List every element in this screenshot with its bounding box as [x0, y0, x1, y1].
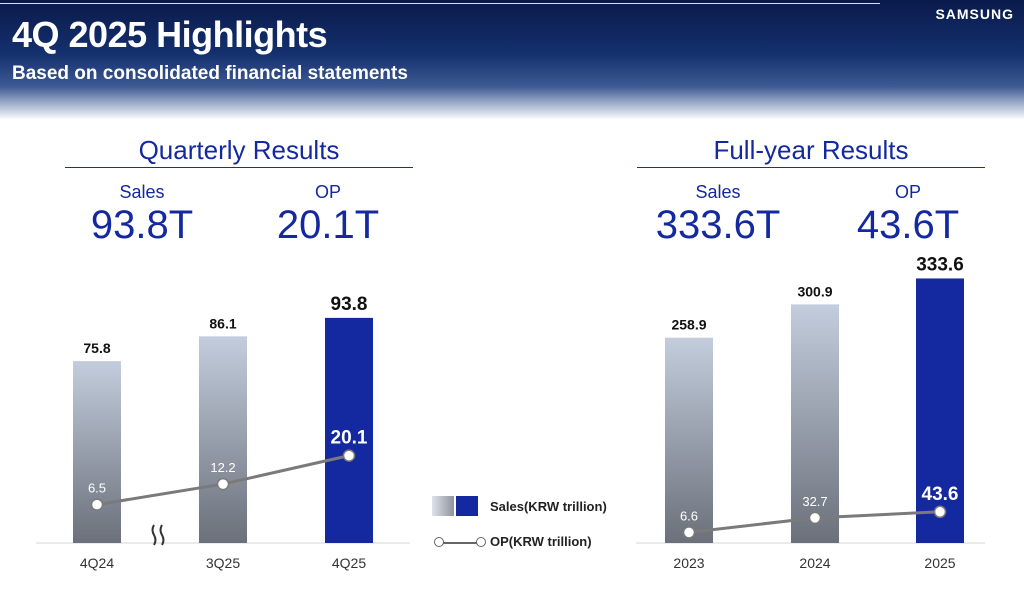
legend-op-line [440, 542, 484, 544]
header-banner: 4Q 2025 Highlights Based on consolidated… [0, 0, 1024, 120]
quarterly-sales-value-4Q24: 75.8 [83, 340, 110, 356]
fullyear-op-point-2023 [682, 526, 696, 539]
fullyear-category-2023: 2023 [673, 555, 704, 571]
fullyear-sales-value-2024: 300.9 [797, 283, 832, 299]
legend-sales-swatch-blue [456, 496, 478, 516]
quarterly-sales-value-4Q25: 93.8 [331, 294, 368, 315]
quarterly-op-value-4Q25: 20.1 [331, 428, 368, 449]
quarterly-title: Quarterly Results [138, 135, 340, 165]
quarterly-sales-bar-3Q25 [199, 336, 247, 543]
fullyear-sales-value-2023: 258.9 [671, 317, 706, 333]
quarterly-sales-label: Sales [119, 182, 165, 202]
page-title: 4Q 2025 Highlights [12, 14, 328, 55]
fullyear-sales-value: 333.6T [655, 203, 781, 247]
quarterly-op-value: 20.1T [276, 203, 380, 247]
header-divider [0, 3, 880, 4]
fullyear-op-label: OP [894, 182, 921, 202]
quarterly-op-point-3Q25 [216, 477, 230, 491]
quarterly-category-4Q25: 4Q25 [332, 555, 366, 571]
fullyear-sales-bar-2024 [791, 304, 839, 543]
quarterly-axis-break-mark-a [151, 524, 157, 546]
fullyear-op-value-2024: 32.7 [802, 494, 827, 509]
quarterly-op-label: OP [314, 182, 341, 202]
quarterly-axis-break-mark-b [159, 524, 165, 546]
legend-op-dot-left [434, 537, 444, 547]
fullyear-sales-bar-2023 [665, 337, 713, 543]
fullyear-category-2024: 2024 [799, 555, 830, 571]
fullyear-sales-value-2025: 333.6 [916, 254, 964, 275]
quarterly-category-3Q25: 3Q25 [206, 555, 240, 571]
fullyear-category-2025: 2025 [924, 555, 955, 571]
fullyear-rule [637, 167, 985, 168]
legend-op-label: OP(KRW trillion) [490, 534, 592, 549]
chart-legend: Sales(KRW trillion) OP(KRW trillion) [432, 496, 642, 566]
page-subtitle: Based on consolidated financial statemen… [12, 63, 408, 84]
fullyear-sales-label: Sales [695, 182, 741, 202]
fullyear-op-point-2025 [933, 505, 947, 519]
fullyear-sales-bar-2025 [916, 278, 964, 543]
fullyear-op-point-2024 [808, 511, 822, 525]
fullyear-op-value-2023: 6.6 [680, 508, 698, 523]
quarterly-op-point-4Q25 [342, 449, 356, 462]
quarterly-rule [65, 167, 413, 168]
quarterly-op-point-4Q24 [90, 498, 104, 511]
quarterly-sales-value: 93.8T [90, 203, 194, 247]
legend-sales-label: Sales(KRW trillion) [490, 499, 607, 514]
fullyear-op-value: 43.6T [856, 203, 960, 247]
quarterly-sales-bar-4Q24 [73, 361, 121, 543]
quarterly-sales-bar-4Q25 [325, 317, 373, 543]
legend-op-dot-right [476, 537, 486, 547]
quarterly-sales-value-3Q25: 86.1 [209, 315, 236, 331]
fullyear-title: Full-year Results [713, 135, 909, 165]
fullyear-op-value-2025: 43.6 [922, 484, 959, 505]
quarterly-category-4Q24: 4Q24 [80, 555, 114, 571]
quarterly-op-value-3Q25: 12.2 [210, 460, 235, 475]
brand-logo: SAMSUNG [935, 6, 1014, 22]
legend-sales-swatch-grey [432, 496, 454, 516]
quarterly-op-value-4Q24: 6.5 [88, 481, 106, 496]
